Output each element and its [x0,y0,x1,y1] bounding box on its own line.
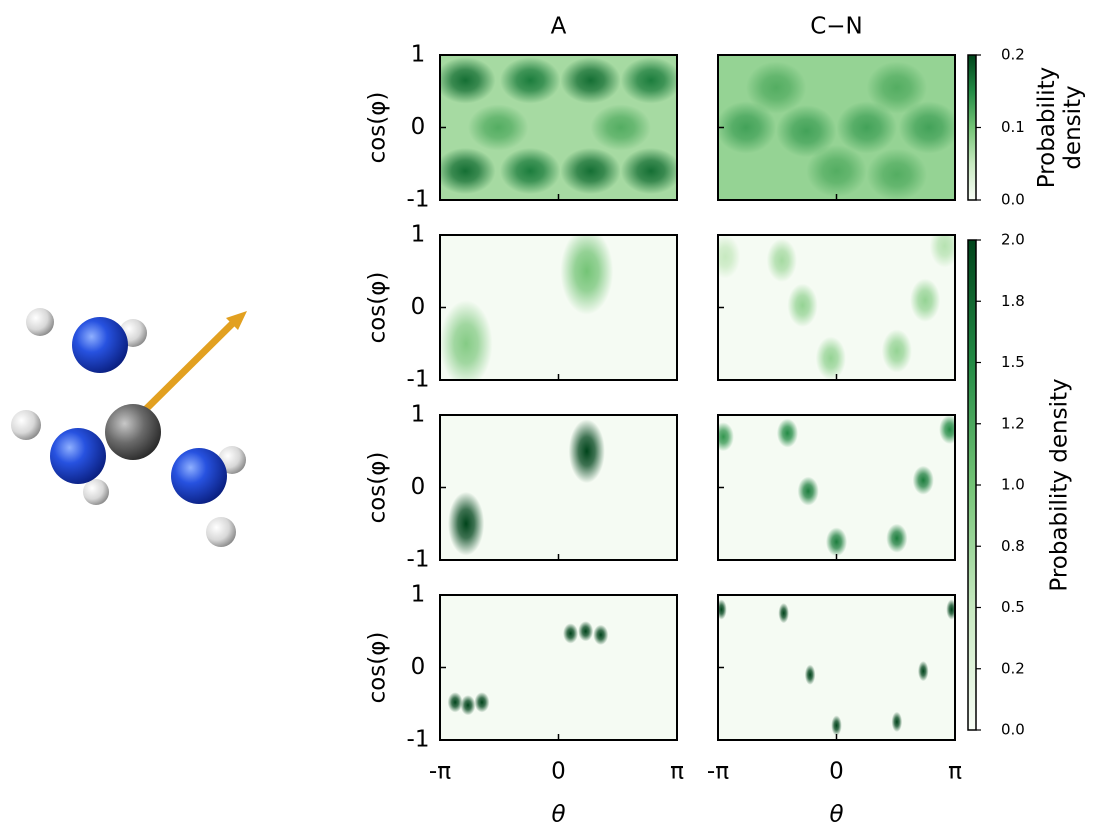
colorbar-tick-label: 1.8 [1001,292,1025,310]
density-spot [448,492,484,556]
y-tick-label: 0 [411,474,426,500]
heatmap [440,415,677,560]
colorbar [968,240,976,730]
density-spot [460,695,475,715]
y-tick-label: -1 [407,727,430,753]
y-axis-label: cos(φ) [365,92,391,164]
density-spot [816,337,846,381]
x-tick-label: π [948,759,962,785]
density-spot [474,692,489,712]
density-spot [448,692,463,712]
colorbar-tick-label: 0.0 [1001,191,1025,209]
density-spot [569,419,605,483]
y-axis-label: cos(φ) [365,452,391,524]
colorbar-label: Probabilitydensity [1034,67,1086,189]
heatmap [716,595,957,740]
page: {"chart_data": { "type": "heatmap", "col… [0,0,1110,827]
density-spot [806,145,866,197]
density-spot [500,57,560,103]
heatmap [440,228,677,388]
density-spot [882,329,912,373]
density-spot [767,239,797,283]
density-spot [778,603,789,623]
x-tick-label: π [670,759,684,785]
colorbar-tick-label: 0.5 [1001,598,1025,616]
figure: A C−N cos(φ) 1 0 -1 cos(φ) 1 0 -1 cos(φ) 1 0 -1 cos(φ)… [0,0,1110,827]
colorbar-tick-label: 1.0 [1001,476,1025,494]
heatmap [713,415,960,560]
density-spot [713,422,734,451]
colorbar [968,55,976,200]
density-spot [831,715,842,735]
density-spot [746,62,806,114]
density-spot [805,665,816,685]
column-title: C−N [810,14,863,40]
heatmap [710,224,960,380]
x-tick-label: 0 [829,759,844,785]
density-spot [578,621,593,641]
density-spot [939,415,960,444]
density-spot [913,466,934,495]
density-spot [500,148,560,194]
colorbar-tick-label: 1.2 [1001,414,1025,432]
y-tick-label: 1 [411,222,426,248]
colorbar-tick-label: 0.2 [1001,46,1025,64]
density-spot [918,661,929,681]
density-spot [777,419,798,448]
x-tick-label: 0 [551,759,566,785]
density-spot [560,148,620,194]
y-tick-label: 1 [411,582,426,608]
x-tick-label: -π [707,759,729,785]
density-spot [593,625,608,645]
column-title: A [551,14,567,40]
density-spot [563,623,578,643]
colorbar-tick-label: 0.8 [1001,537,1025,555]
density-spot [621,57,681,103]
heatmap [440,595,677,740]
y-tick-label: 1 [411,42,426,68]
density-spot [787,284,817,328]
heatmap [716,55,959,201]
heatmap-background [440,595,677,740]
density-spot [826,527,847,556]
density-spot [560,228,613,315]
density-spot [435,148,495,194]
molecule [11,308,247,547]
density-spot [867,62,927,114]
density-spot [468,104,528,150]
colorbar-tick-label: 0.2 [1001,659,1025,677]
density-spot [910,279,940,323]
colorbar-tick-label: 1.5 [1001,353,1025,371]
density-spot [886,524,907,553]
y-tick-label: 0 [411,114,426,140]
colorbar-tick-label: 0.0 [1001,721,1025,739]
density-spot [591,104,651,150]
x-axis-label: θ [551,802,565,827]
y-tick-label: 0 [411,654,426,680]
y-tick-label: 0 [411,294,426,320]
y-tick-label: -1 [407,367,430,393]
density-spot [710,235,740,279]
y-tick-label: 1 [411,402,426,428]
colorbar-label: Probability density [1047,378,1073,591]
density-spot [798,477,819,506]
y-tick-label: -1 [407,187,430,213]
y-tick-label: -1 [407,547,430,573]
y-axis-label: cos(φ) [365,632,391,704]
heatmap [435,55,681,200]
colorbar-tick-label: 2.0 [1001,231,1025,249]
density-spot [560,57,620,103]
density-spot [621,148,681,194]
density-spot [440,300,493,387]
density-spot [867,149,927,201]
y-axis-label: cos(φ) [365,272,391,344]
x-axis-label: θ [829,802,843,827]
density-spot [892,712,903,732]
colorbar-tick-label: 0.1 [1001,118,1025,136]
density-spot [435,57,495,103]
x-tick-label: -π [429,759,451,785]
